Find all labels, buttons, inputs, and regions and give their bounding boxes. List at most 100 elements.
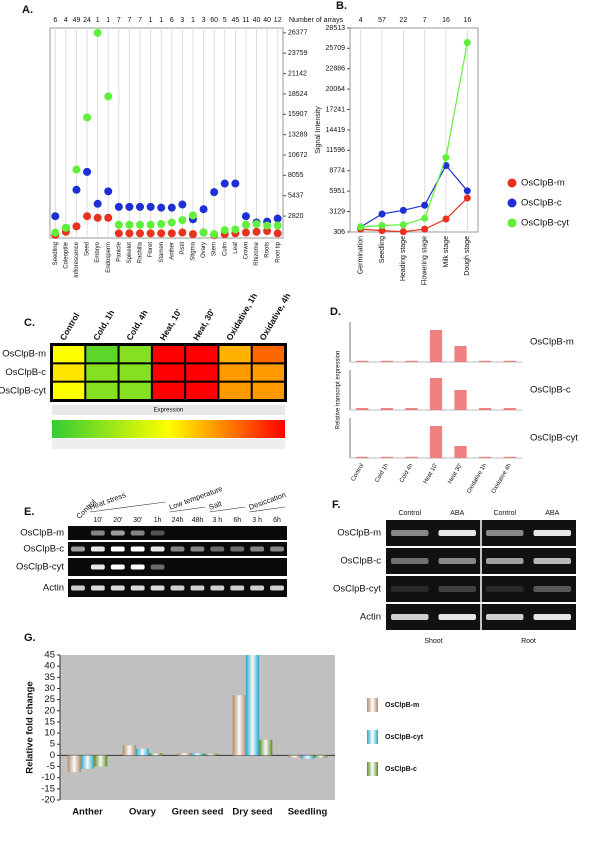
y-tick-label: 14419 bbox=[326, 127, 346, 134]
gel-band bbox=[391, 586, 429, 592]
gel-section-label: Root bbox=[521, 638, 536, 645]
y-tick-label: 8055 bbox=[288, 172, 304, 179]
category-label: Stigma bbox=[191, 241, 197, 260]
column-label: Heat, 30' bbox=[191, 307, 217, 342]
array-count: 7 bbox=[127, 17, 131, 24]
gel-row-label: OsClpB-c bbox=[23, 544, 64, 555]
data-point bbox=[273, 221, 282, 230]
data-point bbox=[378, 227, 386, 235]
category-label: Heading stage bbox=[400, 236, 407, 281]
data-point bbox=[199, 205, 208, 214]
series-line bbox=[360, 164, 468, 228]
data-point bbox=[220, 226, 229, 235]
gel-lane-label: 10' bbox=[93, 517, 102, 524]
category-label: Spikelet bbox=[127, 242, 133, 264]
heatmap-cell bbox=[252, 346, 284, 363]
gel-group-line bbox=[89, 501, 166, 513]
gel-band bbox=[150, 564, 165, 570]
data-point bbox=[146, 229, 155, 238]
gel-lane-label: ABA bbox=[450, 510, 464, 517]
data-point bbox=[231, 225, 240, 234]
gel-band bbox=[90, 546, 105, 552]
legend-swatch bbox=[367, 730, 378, 744]
bar bbox=[287, 755, 301, 758]
data-point bbox=[252, 220, 261, 228]
bar bbox=[149, 753, 163, 756]
gel-row-label: OsClpB-m bbox=[337, 528, 381, 539]
data-point bbox=[104, 213, 113, 222]
gel-lane-label: Control bbox=[398, 510, 421, 517]
bar bbox=[380, 360, 393, 362]
gel-band bbox=[438, 558, 476, 564]
gel-band bbox=[71, 585, 85, 591]
gel-row-label: OsClpB-cyt bbox=[333, 584, 381, 595]
gel-lane-label: Control bbox=[493, 510, 516, 517]
gel-lane-label: 3 h bbox=[212, 517, 222, 524]
data-point bbox=[273, 229, 282, 238]
gel-strip bbox=[68, 558, 287, 576]
category-label: Seedling bbox=[379, 236, 386, 263]
heatmap-cell bbox=[186, 364, 218, 381]
data-point bbox=[125, 229, 134, 238]
data-point bbox=[136, 220, 145, 229]
category-label: Ovary bbox=[129, 807, 157, 818]
category-label: Panicle bbox=[116, 241, 122, 261]
gel-lane-label: 24h bbox=[172, 517, 184, 524]
array-count: 1 bbox=[96, 17, 100, 24]
category-label: Milk stage bbox=[443, 236, 450, 268]
data-point bbox=[210, 188, 219, 197]
category-label: Dry seed bbox=[232, 807, 272, 818]
gel-band bbox=[170, 546, 185, 552]
y-tick-label: 3129 bbox=[329, 208, 345, 215]
bar bbox=[405, 456, 418, 458]
bar bbox=[300, 755, 315, 759]
data-point bbox=[220, 179, 229, 188]
gel-lane-label: 6h bbox=[273, 517, 281, 524]
bar bbox=[429, 378, 443, 410]
bar bbox=[80, 755, 95, 769]
y-tick-label: 17241 bbox=[326, 106, 346, 113]
colorbar-title-bg bbox=[52, 405, 285, 415]
legend-label: OsClpB-m bbox=[385, 702, 419, 709]
data-point bbox=[104, 92, 113, 101]
column-label: Heat, 10' bbox=[158, 307, 184, 342]
data-point bbox=[442, 215, 450, 223]
category-label: Culm bbox=[222, 242, 228, 256]
gel-band bbox=[391, 614, 429, 620]
gel-band bbox=[210, 546, 225, 552]
bar bbox=[405, 360, 418, 362]
y-axis-label: Relative fold change bbox=[25, 681, 36, 773]
heatmap-cell bbox=[119, 364, 151, 381]
y-tick-label: 5437 bbox=[288, 193, 304, 200]
data-point bbox=[241, 220, 250, 229]
array-count: 7 bbox=[138, 17, 142, 24]
category-label: Stem bbox=[212, 242, 218, 256]
gel-band bbox=[230, 546, 245, 552]
row-label: OsClpB-c bbox=[5, 367, 46, 378]
data-point bbox=[72, 185, 81, 194]
gel-band bbox=[190, 546, 205, 552]
data-point bbox=[188, 211, 197, 220]
legend-label: OsClpB-c bbox=[521, 198, 562, 209]
gel-group-label: Heat stress bbox=[88, 490, 127, 512]
bar bbox=[503, 456, 516, 458]
heatmap-cell bbox=[53, 382, 85, 399]
array-count: 24 bbox=[83, 17, 91, 24]
array-count: 49 bbox=[73, 17, 81, 24]
y-tick-label: -10 bbox=[41, 772, 55, 783]
heatmap-cell bbox=[86, 382, 118, 399]
column-label: Cold, 4h bbox=[124, 308, 149, 342]
y-tick-label: 8774 bbox=[329, 168, 345, 175]
data-point bbox=[72, 222, 81, 231]
series-label: OsClpB-cyt bbox=[530, 433, 578, 444]
bar bbox=[245, 655, 260, 756]
data-point bbox=[83, 113, 92, 122]
category-label: Oxidative 4h bbox=[491, 463, 513, 495]
bar bbox=[454, 390, 467, 410]
y-tick-label: 45 bbox=[44, 650, 55, 661]
gel-band bbox=[130, 585, 145, 591]
column-label: Oxidative, 4h bbox=[257, 291, 292, 342]
data-point bbox=[146, 220, 155, 229]
array-count: 11 bbox=[242, 17, 249, 24]
y-tick-label: 21142 bbox=[288, 70, 307, 77]
